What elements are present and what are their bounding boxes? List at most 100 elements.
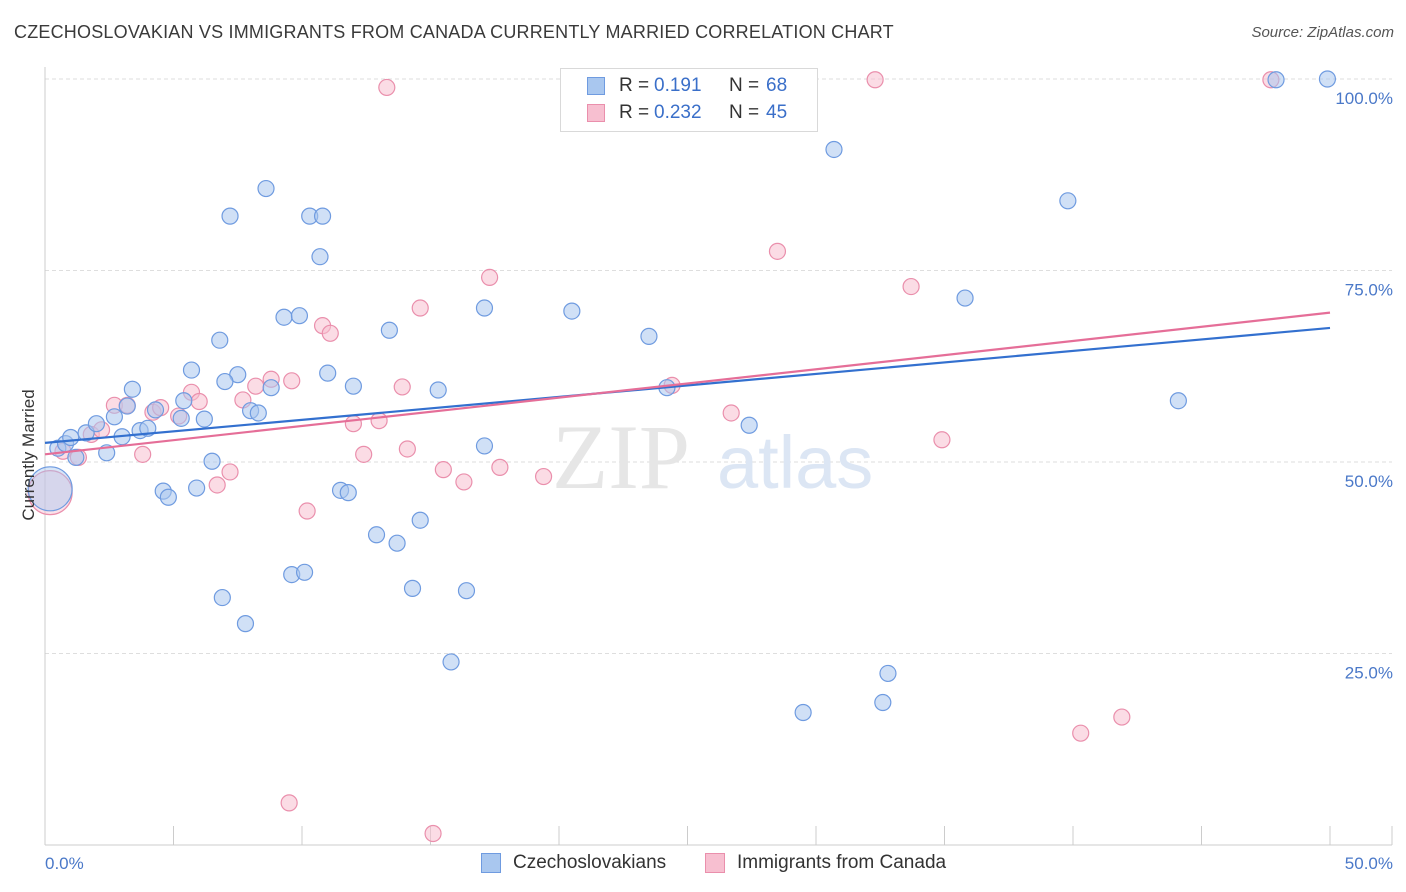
legend-n-label: N = [729, 75, 760, 96]
czechoslovakian-point [475, 437, 494, 455]
czechoslovakian-point [27, 466, 73, 512]
czechoslovakian-point [640, 327, 658, 345]
czechoslovakian-point [879, 664, 897, 683]
canada-point [280, 794, 298, 812]
czechoslovakian-point [740, 416, 758, 434]
czechoslovakian-point [182, 361, 201, 379]
czechoslovakian-point [388, 534, 406, 552]
czechoslovakian-point [429, 381, 447, 399]
trend-line-immigrants-from-canada [44, 311, 1331, 456]
czechoslovakian-point [1318, 70, 1337, 88]
trend-lines [44, 311, 1331, 456]
czechoslovakian-point [118, 397, 136, 415]
canada-point [491, 458, 509, 476]
correlation-legend: R = 0.191 N = 68 R = 0.232 N = 45 [560, 68, 818, 132]
canada-point [283, 372, 301, 390]
czechoslovakian-point [262, 379, 280, 397]
czechoslovakian-point [794, 703, 812, 722]
czechoslovakian-point [123, 380, 141, 398]
canada-point [134, 445, 152, 463]
czechoslovakian-point [62, 428, 80, 447]
canada-point [247, 377, 265, 395]
czechoslovakian-point [411, 511, 429, 529]
czechoslovakian-point [313, 207, 332, 225]
canada-point [534, 467, 553, 486]
canada-point [424, 824, 442, 843]
legend-swatch-blue [587, 77, 605, 95]
x-tick-label: 50.0% [1345, 854, 1393, 873]
czechoslovakian-point [367, 526, 386, 544]
czechoslovakian-point [380, 321, 398, 339]
czechoslovakian-point [159, 488, 177, 506]
czechoslovakian-point [211, 331, 229, 349]
czechoslovakian-point [874, 693, 892, 712]
czechoslovakian-point [195, 410, 213, 428]
legend-r-value: 0.232 [654, 102, 702, 123]
canada-point [355, 445, 373, 463]
y-tick-label: 100.0% [1335, 89, 1393, 108]
y-tick-label: 75.0% [1345, 281, 1393, 300]
czechoslovakian-point [175, 392, 193, 410]
czechoslovakian-point [172, 409, 190, 427]
czechoslovakian-point [146, 401, 165, 419]
canada-point [370, 412, 388, 430]
czechoslovakian-point [203, 452, 221, 470]
canada-point [455, 473, 473, 491]
canada-point [208, 476, 226, 494]
czechoslovakian-point [319, 364, 337, 382]
legend-r-label: R = [619, 75, 650, 96]
czechoslovakian-point [1059, 192, 1077, 210]
czechoslovakian-point [403, 579, 422, 597]
czechoslovakian-point [87, 415, 106, 433]
canada-point [190, 392, 208, 411]
czechoslovakian-point [1267, 71, 1285, 89]
legend-n-value: 68 [766, 75, 788, 96]
watermark-atlas: atlas [717, 421, 873, 504]
y-tick-label: 25.0% [1345, 664, 1393, 683]
czechoslovakian-point [249, 404, 267, 422]
canada-point [344, 415, 362, 433]
czechoslovakian-point [236, 615, 255, 633]
bottom-legend-label: Czechoslovakians [513, 852, 667, 873]
czechoslovakian-point [475, 299, 494, 317]
watermark: ZIP atlas [552, 406, 873, 508]
canada-point [398, 440, 416, 458]
czechoslovakian-point [825, 140, 843, 159]
czechoslovakian-point [563, 302, 581, 320]
legend-r-label: R = [619, 102, 650, 123]
canada-point [321, 324, 339, 342]
y-axis-label: Currently Married [19, 389, 38, 520]
watermark-zip: ZIP [552, 406, 690, 508]
bottom-legend-label: Immigrants from Canada [737, 852, 947, 873]
czechoslovakian-point [457, 582, 476, 600]
canada-point [434, 461, 452, 479]
legend-n-label: N = [729, 102, 760, 123]
czechoslovakian-point [105, 408, 123, 426]
czechoslovakian-point [344, 377, 362, 395]
bottom-legend-swatch-blue [481, 853, 501, 873]
canada-point [866, 71, 884, 89]
legend-swatch-pink [587, 104, 605, 122]
legend-r-value: 0.191 [654, 75, 702, 96]
czechoslovakian-point [295, 563, 314, 581]
trend-line-czechoslovakians [44, 326, 1331, 444]
czechoslovakian-point [290, 307, 309, 325]
czechoslovakian-point [257, 179, 275, 198]
series-czechoslovakians-points [27, 70, 1337, 722]
czechoslovakian-point [339, 484, 357, 502]
tick-labels: 25.0% 50.0% 75.0% 100.0% 0.0% 50.0% [45, 89, 1393, 873]
czechoslovakian-point [67, 448, 85, 467]
canada-point [933, 431, 951, 449]
legend-n-value: 45 [766, 102, 788, 123]
source-credit: Source: ZipAtlas.com [1251, 24, 1394, 41]
canada-point [1113, 708, 1131, 726]
czechoslovakian-point [1169, 392, 1187, 410]
czechoslovakian-point [213, 588, 231, 607]
canada-point [768, 242, 787, 260]
canada-point [298, 502, 316, 520]
x-tick-label: 0.0% [45, 854, 84, 873]
czechoslovakian-point [311, 248, 329, 266]
canada-point [902, 277, 920, 296]
canada-point [411, 299, 429, 317]
